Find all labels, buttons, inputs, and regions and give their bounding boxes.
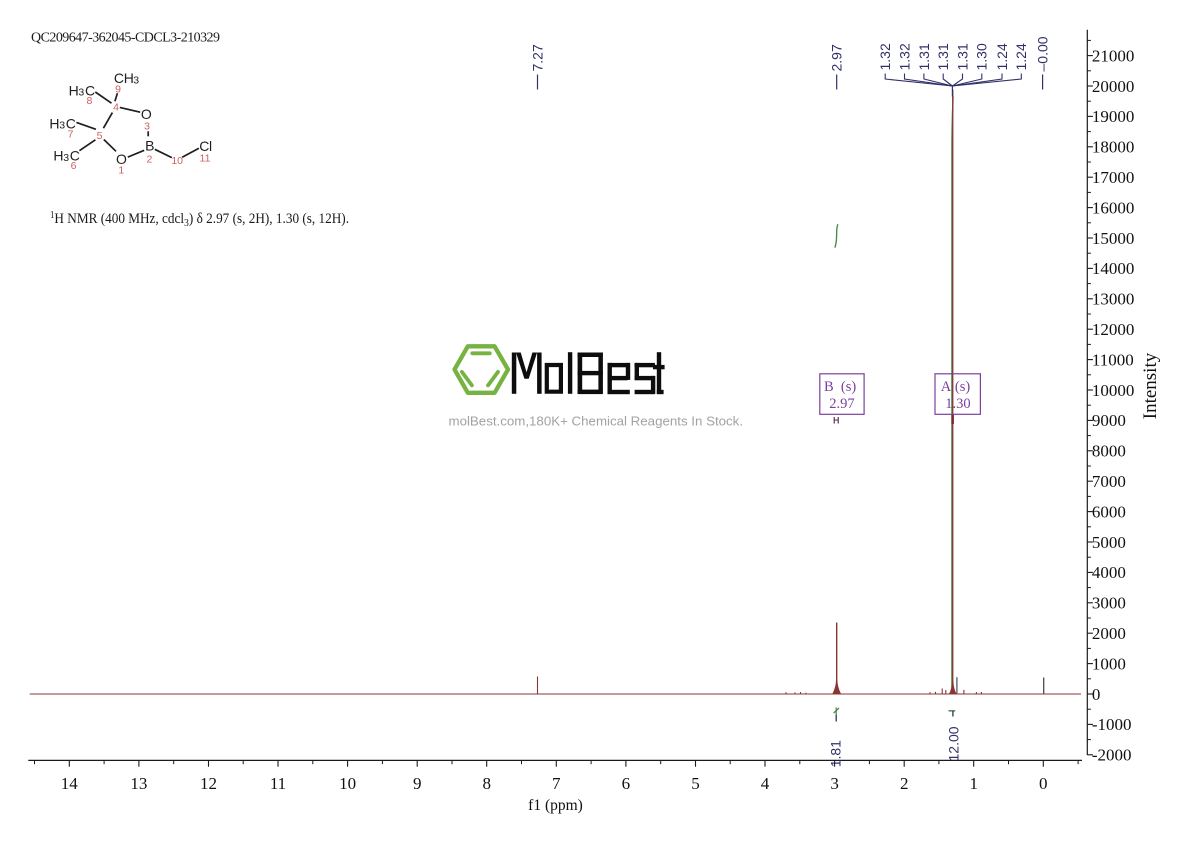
svg-text:CH: CH: [114, 70, 134, 86]
svg-text:A (s): A (s): [941, 379, 971, 395]
svg-text:13: 13: [130, 774, 147, 793]
svg-text:6: 6: [622, 774, 631, 793]
svg-text:3: 3: [59, 120, 65, 132]
svg-text:9: 9: [115, 83, 121, 95]
svg-text:16000: 16000: [1092, 198, 1135, 217]
svg-text:1: 1: [118, 165, 124, 177]
svg-text:1000: 1000: [1092, 654, 1126, 673]
svg-text:-2000: -2000: [1092, 746, 1132, 765]
svg-text:12000: 12000: [1092, 320, 1135, 339]
svg-text:C: C: [85, 82, 95, 98]
svg-text:2.97: 2.97: [829, 44, 845, 71]
svg-text:4: 4: [113, 102, 119, 114]
svg-text:H: H: [53, 147, 63, 163]
svg-text:1.31: 1.31: [954, 43, 970, 70]
svg-text:11: 11: [200, 153, 211, 165]
svg-text:Intensity: Intensity: [1140, 352, 1161, 419]
svg-text:O: O: [141, 106, 152, 122]
svg-text:2.97: 2.97: [829, 396, 854, 412]
svg-text:7000: 7000: [1092, 472, 1126, 491]
svg-text:13000: 13000: [1092, 290, 1135, 309]
svg-text:1.32: 1.32: [877, 43, 893, 70]
svg-text:B: B: [145, 138, 154, 154]
svg-text:1.31: 1.31: [935, 43, 951, 70]
svg-text:H: H: [833, 416, 840, 426]
svg-text:-1000: -1000: [1092, 715, 1132, 734]
svg-text:1.24: 1.24: [1013, 43, 1029, 70]
svg-text:10: 10: [171, 155, 183, 167]
svg-text:19000: 19000: [1092, 107, 1135, 126]
svg-text:molBest.com,180K+ Chemical Rea: molBest.com,180K+ Chemical Reagents In S…: [449, 414, 744, 429]
svg-text:–0.00: –0.00: [1035, 36, 1051, 71]
svg-text:0: 0: [1092, 685, 1101, 704]
svg-text:3: 3: [63, 152, 69, 164]
svg-text:7: 7: [68, 129, 74, 141]
svg-text:C: C: [70, 147, 80, 163]
svg-text:B (s): B (s): [824, 379, 856, 395]
svg-text:4000: 4000: [1092, 563, 1126, 582]
svg-text:20000: 20000: [1092, 77, 1135, 96]
svg-text:11: 11: [270, 774, 286, 793]
svg-text:4: 4: [761, 774, 770, 793]
svg-text:5000: 5000: [1092, 533, 1126, 552]
svg-text:f1 (ppm): f1 (ppm): [528, 797, 583, 814]
svg-text:15000: 15000: [1092, 229, 1135, 248]
svg-text:7: 7: [552, 774, 561, 793]
svg-text:8: 8: [482, 774, 491, 793]
svg-text:18000: 18000: [1092, 138, 1135, 157]
svg-text:10: 10: [339, 774, 356, 793]
svg-text:3: 3: [830, 774, 839, 793]
svg-text:14: 14: [61, 774, 79, 793]
svg-text:1.81: 1.81: [828, 740, 844, 767]
svg-text:Cl: Cl: [199, 138, 212, 154]
svg-text:3: 3: [133, 75, 139, 87]
svg-text:3: 3: [144, 121, 150, 133]
svg-text:O: O: [116, 151, 127, 167]
svg-text:1.30: 1.30: [945, 396, 970, 412]
svg-text:1: 1: [969, 774, 978, 793]
svg-text:5: 5: [691, 774, 700, 793]
svg-text:2: 2: [146, 154, 152, 166]
svg-text:2: 2: [900, 774, 909, 793]
svg-text:1H NMR (400 MHz, cdcl3) δ 2.97: 1H NMR (400 MHz, cdcl3) δ 2.97 (s, 2H), …: [50, 210, 349, 229]
svg-text:1.24: 1.24: [994, 43, 1010, 70]
svg-text:1.31: 1.31: [916, 43, 932, 70]
svg-text:8000: 8000: [1092, 442, 1126, 461]
svg-text:14000: 14000: [1092, 259, 1135, 278]
svg-text:3000: 3000: [1092, 594, 1126, 613]
svg-text:8: 8: [86, 95, 92, 107]
svg-text:1.30: 1.30: [974, 43, 990, 70]
svg-text:12.00: 12.00: [945, 726, 961, 761]
svg-text:2000: 2000: [1092, 624, 1126, 643]
svg-text:7.27: 7.27: [529, 44, 545, 71]
svg-text:17000: 17000: [1092, 168, 1135, 187]
svg-text:5: 5: [97, 130, 103, 142]
svg-text:11000: 11000: [1092, 350, 1134, 369]
svg-text:H: H: [69, 82, 79, 98]
svg-text:9000: 9000: [1092, 411, 1126, 430]
svg-text:0: 0: [1039, 774, 1048, 793]
svg-text:QC209647-362045-CDCL3-210329: QC209647-362045-CDCL3-210329: [31, 31, 220, 46]
svg-text:10000: 10000: [1092, 381, 1135, 400]
svg-text:3: 3: [78, 87, 84, 99]
svg-text:9: 9: [413, 774, 422, 793]
svg-text:6000: 6000: [1092, 502, 1126, 521]
svg-text:C: C: [66, 115, 76, 131]
svg-text:12: 12: [200, 774, 217, 793]
svg-text:21000: 21000: [1092, 46, 1135, 65]
svg-text:H: H: [49, 115, 59, 131]
svg-text:1.32: 1.32: [896, 43, 912, 70]
svg-text:6: 6: [71, 160, 77, 172]
